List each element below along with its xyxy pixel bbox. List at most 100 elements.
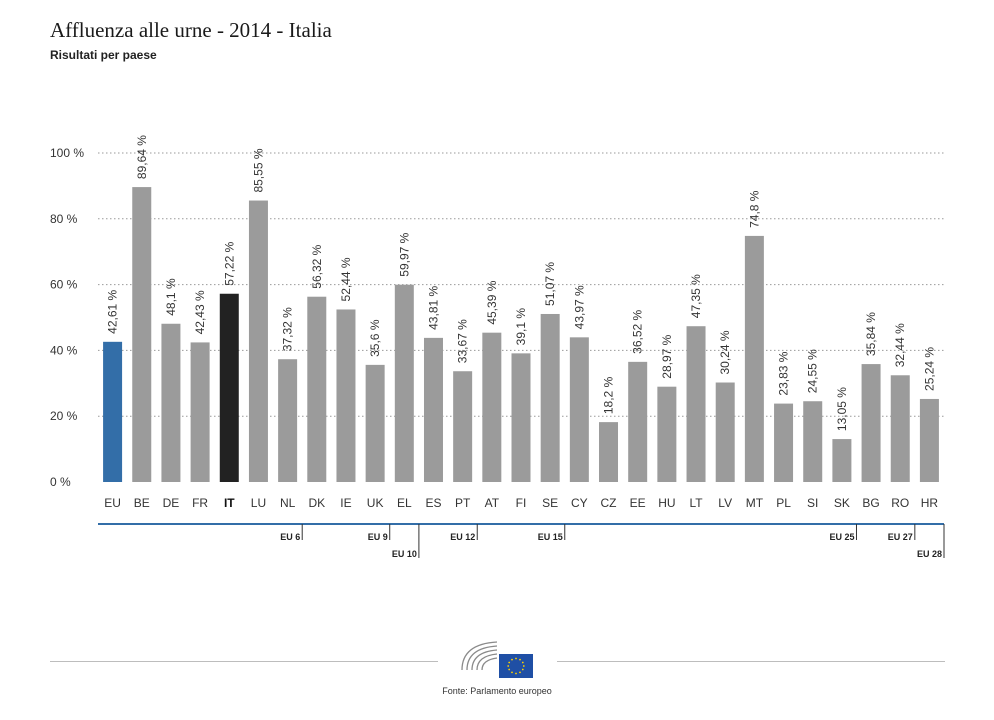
bar xyxy=(103,341,123,482)
x-tick-label: HU xyxy=(658,496,675,510)
x-tick-label: CY xyxy=(571,496,588,510)
bar xyxy=(161,323,181,482)
group-label: EU 6 xyxy=(280,532,300,542)
bar xyxy=(219,293,239,482)
data-label: 42,43 % xyxy=(193,290,207,334)
data-label: 48,1 % xyxy=(164,278,178,316)
data-label: 35,84 % xyxy=(864,312,878,356)
x-tick-label: HR xyxy=(921,496,939,510)
data-label: 51,07 % xyxy=(543,262,557,306)
x-tick-label: MT xyxy=(746,496,764,510)
x-tick-label: PT xyxy=(455,496,471,510)
bar xyxy=(599,422,619,482)
x-tick-label: SK xyxy=(834,496,850,510)
x-tick-label: DE xyxy=(163,496,180,510)
bar xyxy=(919,398,939,482)
x-tick-label: PL xyxy=(776,496,791,510)
x-tick-label: NL xyxy=(280,496,296,510)
x-tick-label: EL xyxy=(397,496,412,510)
bar xyxy=(832,439,852,482)
bar xyxy=(190,342,210,482)
y-tick-label: 20 % xyxy=(50,409,78,423)
bar xyxy=(307,296,327,482)
bar xyxy=(248,200,268,482)
data-label: 39,1 % xyxy=(514,308,528,346)
x-tick-label: AT xyxy=(485,496,500,510)
group-label: EU 28 xyxy=(917,549,942,559)
data-label: 52,44 % xyxy=(339,257,353,301)
bar xyxy=(394,284,414,482)
source-note: Fonte: Parlamento europeo xyxy=(442,686,552,696)
data-label: 45,39 % xyxy=(485,280,499,324)
data-label: 24,55 % xyxy=(806,349,820,393)
x-tick-label: EE xyxy=(630,496,646,510)
x-tick-label: SE xyxy=(542,496,558,510)
data-label: 56,32 % xyxy=(310,244,324,288)
bar xyxy=(540,313,560,482)
y-tick-label: 80 % xyxy=(50,212,78,226)
data-label: 32,44 % xyxy=(893,323,907,367)
data-label: 47,35 % xyxy=(689,274,703,318)
page-subtitle: Risultati per paese xyxy=(50,48,157,62)
bar xyxy=(657,386,677,482)
data-label: 36,52 % xyxy=(631,309,645,353)
data-label: 42,61 % xyxy=(106,289,120,333)
footer-divider-left xyxy=(50,661,438,662)
x-tick-label: EU xyxy=(104,496,121,510)
data-label: 23,83 % xyxy=(777,351,791,395)
x-tick-label: SI xyxy=(807,496,818,510)
data-label: 18,2 % xyxy=(602,376,616,414)
bar xyxy=(628,361,648,482)
x-tick-label: DK xyxy=(308,496,325,510)
bar xyxy=(774,403,794,482)
bar xyxy=(861,364,881,482)
group-label: EU 15 xyxy=(538,532,563,542)
data-label: 85,55 % xyxy=(251,148,265,192)
data-label: 30,24 % xyxy=(718,330,732,374)
x-tick-label: UK xyxy=(367,496,384,510)
x-tick-label: CZ xyxy=(601,496,617,510)
x-tick-label: LU xyxy=(251,496,266,510)
x-tick-label: ES xyxy=(425,496,441,510)
y-tick-label: 40 % xyxy=(50,343,78,357)
data-label: 33,67 % xyxy=(456,319,470,363)
x-tick-label: FR xyxy=(192,496,208,510)
data-label: 37,32 % xyxy=(281,307,295,351)
group-label: EU 27 xyxy=(888,532,913,542)
bar xyxy=(453,371,473,482)
x-tick-label: BG xyxy=(862,496,879,510)
data-label: 13,05 % xyxy=(835,387,849,431)
bar xyxy=(278,359,298,482)
data-label: 25,24 % xyxy=(922,347,936,391)
bar xyxy=(744,235,764,482)
x-tick-label: IT xyxy=(224,496,235,510)
data-label: 43,97 % xyxy=(572,285,586,329)
x-tick-label: LV xyxy=(718,496,732,510)
x-tick-label: BE xyxy=(134,496,150,510)
bar xyxy=(686,326,706,482)
bar xyxy=(482,332,502,482)
bar xyxy=(803,401,823,482)
y-tick-label: 60 % xyxy=(50,278,78,292)
group-label: EU 25 xyxy=(829,532,854,542)
y-tick-label: 0 % xyxy=(50,475,71,489)
footer-divider-right xyxy=(557,661,945,662)
bar xyxy=(423,337,443,482)
data-label: 89,64 % xyxy=(135,135,149,179)
x-tick-label: LT xyxy=(689,496,703,510)
page-title: Affluenza alle urne - 2014 - Italia xyxy=(50,18,332,42)
bar xyxy=(890,375,910,482)
data-label: 74,8 % xyxy=(747,190,761,228)
data-label: 28,97 % xyxy=(660,334,674,378)
y-tick-label: 100 % xyxy=(50,146,84,160)
turnout-bar-chart: 0 % 20 % 40 % 60 % 80 % 100 % 42,61 % EU 89,64 %… xyxy=(50,135,945,559)
data-label: 35,6 % xyxy=(368,319,382,357)
bar xyxy=(365,364,385,482)
bar xyxy=(511,353,531,482)
bar xyxy=(132,187,152,482)
group-label: EU 10 xyxy=(392,549,417,559)
european-parliament-logo xyxy=(461,641,533,678)
data-label: 43,81 % xyxy=(426,286,440,330)
bar xyxy=(715,382,735,482)
x-tick-label: FI xyxy=(516,496,527,510)
